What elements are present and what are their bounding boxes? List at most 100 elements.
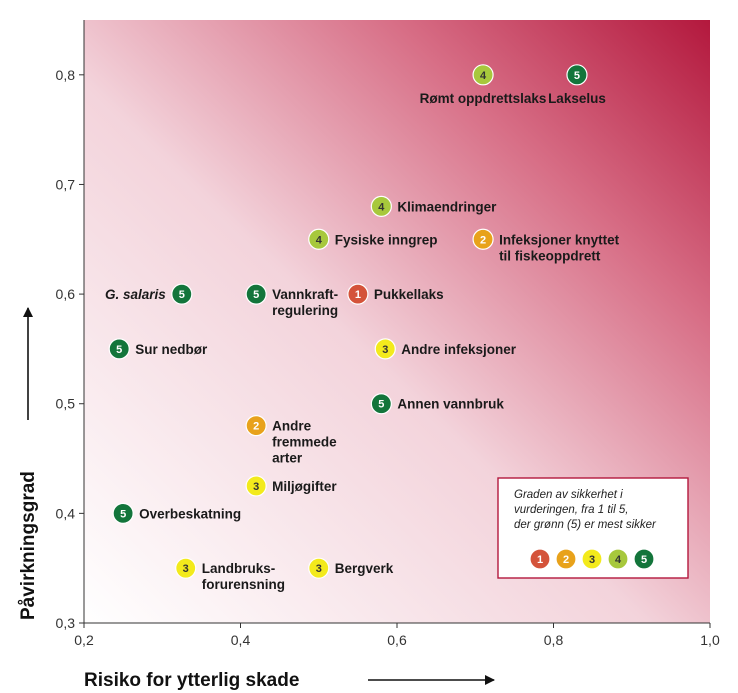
data-point: 5 Annen vannbruk bbox=[370, 393, 504, 415]
x-axis-ticks: 0,2 0,4 0,6 0,8 1,0 bbox=[74, 623, 720, 648]
data-point-label: Fysiske inngrep bbox=[335, 232, 438, 247]
legend-swatch-2: 2 bbox=[555, 548, 577, 570]
certainty-circle bbox=[175, 557, 197, 579]
certainty-circle bbox=[370, 393, 392, 415]
certainty-number: 5 bbox=[120, 508, 126, 520]
certainty-circle bbox=[308, 228, 330, 250]
certainty-number: 5 bbox=[253, 289, 259, 301]
data-point-marker: 3 bbox=[175, 557, 197, 579]
data-point-marker: 3 bbox=[308, 557, 330, 579]
certainty-circle bbox=[472, 228, 494, 250]
data-point-label: Lakselus bbox=[548, 91, 606, 106]
certainty-circle bbox=[308, 557, 330, 579]
x-tick-label: 0,4 bbox=[231, 632, 251, 648]
certainty-number: 3 bbox=[382, 344, 388, 356]
data-point-marker: 1 bbox=[347, 283, 369, 305]
data-point-label: Vannkraft- bbox=[272, 287, 338, 302]
data-point-label: Overbeskatning bbox=[139, 506, 241, 521]
data-point: 3 Miljøgifter bbox=[245, 475, 337, 497]
certainty-number: 2 bbox=[253, 421, 259, 433]
data-point-marker: 4 bbox=[308, 228, 330, 250]
legend-swatch-5: 5 bbox=[633, 548, 655, 570]
data-point: 3 Landbruks-forurensning bbox=[175, 557, 285, 592]
certainty-circle bbox=[370, 195, 392, 217]
data-point: 4 Rømt oppdrettslaks bbox=[420, 64, 547, 106]
data-point-label: Andre infeksjoner bbox=[401, 342, 517, 357]
data-point-marker: 3 bbox=[245, 475, 267, 497]
x-tick-label: 1,0 bbox=[700, 632, 720, 648]
certainty-circle bbox=[566, 64, 588, 86]
legend-swatch-1: 1 bbox=[529, 548, 551, 570]
x-tick-label: 0,2 bbox=[74, 632, 94, 648]
legend-swatch-4: 4 bbox=[607, 548, 629, 570]
data-point-marker: 4 bbox=[472, 64, 494, 86]
data-point-marker: 5 bbox=[370, 393, 392, 415]
legend-swatches: 1 2 3 4 5 bbox=[529, 548, 655, 570]
y-tick-label: 0,8 bbox=[56, 67, 76, 83]
certainty-number: 1 bbox=[355, 289, 361, 301]
certainty-number: 5 bbox=[116, 344, 122, 356]
data-point-marker: 2 bbox=[245, 415, 267, 437]
data-point-label: G. salaris bbox=[105, 287, 166, 302]
y-axis-label: Påvirkningsgrad bbox=[18, 471, 39, 620]
data-points: 4 Rømt oppdrettslaks 5 Lakselus 4 Klimaendrin… bbox=[105, 64, 620, 592]
certainty-circle bbox=[581, 548, 603, 570]
certainty-circle bbox=[555, 548, 577, 570]
data-point-label: Rømt oppdrettslaks bbox=[420, 91, 547, 106]
y-axis-title: Påvirkningsgrad bbox=[18, 307, 39, 620]
data-point: 5 Overbeskatning bbox=[112, 502, 241, 524]
data-point: 5 G. salaris bbox=[105, 283, 193, 305]
certainty-number: 2 bbox=[563, 554, 569, 566]
data-point-marker: 5 bbox=[171, 283, 193, 305]
data-point: 4 Fysiske inngrep bbox=[308, 228, 438, 250]
certainty-circle bbox=[245, 475, 267, 497]
certainty-number: 1 bbox=[537, 554, 543, 566]
certainty-number: 5 bbox=[179, 289, 185, 301]
y-tick-label: 0,5 bbox=[56, 396, 76, 412]
data-point-label: Miljøgifter bbox=[272, 479, 337, 494]
x-tick-label: 0,6 bbox=[387, 632, 407, 648]
certainty-number: 4 bbox=[316, 234, 323, 246]
data-point-label: Andre bbox=[272, 419, 311, 434]
data-point: 1 Pukkellaks bbox=[347, 283, 444, 305]
x-axis-label: Risiko for ytterlig skade bbox=[84, 670, 299, 691]
x-axis-title: Risiko for ytterlig skade bbox=[84, 670, 495, 691]
data-point-marker: 4 bbox=[370, 195, 392, 217]
certainty-circle bbox=[607, 548, 629, 570]
legend-swatch-3: 3 bbox=[581, 548, 603, 570]
certainty-circle bbox=[245, 283, 267, 305]
y-tick-label: 0,7 bbox=[56, 176, 76, 192]
certainty-number: 2 bbox=[480, 234, 486, 246]
certainty-circle bbox=[112, 502, 134, 524]
data-point: 3 Bergverk bbox=[308, 557, 394, 579]
data-point-marker: 3 bbox=[374, 338, 396, 360]
y-tick-label: 0,6 bbox=[56, 286, 76, 302]
legend-title-line-2: vurderingen, fra 1 til 5, bbox=[514, 504, 628, 516]
data-point: 3 Andre infeksjoner bbox=[374, 338, 517, 360]
certainty-circle bbox=[171, 283, 193, 305]
data-point-label: fremmede bbox=[272, 435, 337, 450]
certainty-number: 4 bbox=[378, 201, 385, 213]
data-point-marker: 5 bbox=[245, 283, 267, 305]
y-tick-label: 0,4 bbox=[56, 505, 76, 521]
x-tick-label: 0,8 bbox=[544, 632, 564, 648]
data-point-label: forurensning bbox=[202, 577, 285, 592]
y-tick-label: 0,3 bbox=[56, 615, 76, 631]
data-point-marker: 5 bbox=[566, 64, 588, 86]
data-point-label: Landbruks- bbox=[202, 561, 276, 576]
y-axis-ticks: 0,3 0,4 0,5 0,6 0,7 0,8 bbox=[56, 67, 84, 631]
certainty-circle bbox=[347, 283, 369, 305]
certainty-circle bbox=[633, 548, 655, 570]
certainty-number: 3 bbox=[589, 554, 595, 566]
data-point-label: Infeksjoner knyttet bbox=[499, 232, 620, 247]
certainty-circle bbox=[245, 415, 267, 437]
data-point-label: til fiskeoppdrett bbox=[499, 248, 601, 263]
certainty-number: 3 bbox=[183, 563, 189, 575]
certainty-number: 5 bbox=[574, 70, 580, 82]
data-point-label: arter bbox=[272, 451, 303, 466]
certainty-circle bbox=[529, 548, 551, 570]
legend: Graden av sikkerhet i vurderingen, fra 1… bbox=[497, 477, 689, 579]
